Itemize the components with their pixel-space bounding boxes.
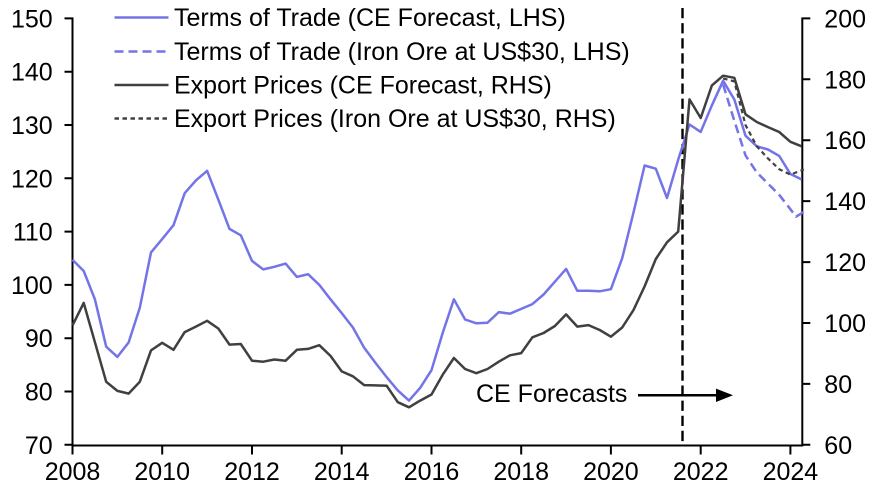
svg-text:180: 180: [824, 66, 866, 94]
svg-text:120: 120: [11, 165, 53, 193]
svg-text:100: 100: [824, 310, 866, 338]
svg-text:2024: 2024: [763, 458, 819, 486]
svg-text:200: 200: [824, 5, 866, 33]
svg-text:2020: 2020: [583, 458, 639, 486]
svg-text:2014: 2014: [314, 458, 370, 486]
svg-text:Terms of Trade (Iron Ore at US: Terms of Trade (Iron Ore at US$30, LHS): [174, 38, 630, 66]
svg-text:Terms of Trade (CE Forecast, L: Terms of Trade (CE Forecast, LHS): [174, 4, 566, 32]
svg-text:80: 80: [824, 371, 852, 399]
svg-text:Export Prices (Iron Ore at US$: Export Prices (Iron Ore at US$30, RHS): [174, 105, 616, 133]
svg-text:2016: 2016: [404, 458, 460, 486]
svg-text:Export Prices (CE Forecast, RH: Export Prices (CE Forecast, RHS): [174, 71, 552, 99]
svg-text:80: 80: [25, 379, 53, 407]
svg-text:140: 140: [824, 188, 866, 216]
svg-text:160: 160: [824, 127, 866, 155]
svg-text:60: 60: [824, 432, 852, 460]
svg-text:140: 140: [11, 59, 53, 87]
svg-text:130: 130: [11, 112, 53, 140]
svg-text:2012: 2012: [224, 458, 280, 486]
svg-text:70: 70: [25, 432, 53, 460]
svg-text:100: 100: [11, 272, 53, 300]
svg-text:2018: 2018: [493, 458, 549, 486]
svg-text:120: 120: [824, 249, 866, 277]
svg-text:2010: 2010: [134, 458, 190, 486]
svg-text:150: 150: [11, 5, 53, 33]
svg-text:2008: 2008: [45, 458, 101, 486]
svg-text:110: 110: [13, 219, 53, 247]
svg-text:CE Forecasts: CE Forecasts: [476, 380, 627, 408]
svg-text:90: 90: [25, 325, 53, 353]
svg-text:2022: 2022: [673, 458, 729, 486]
